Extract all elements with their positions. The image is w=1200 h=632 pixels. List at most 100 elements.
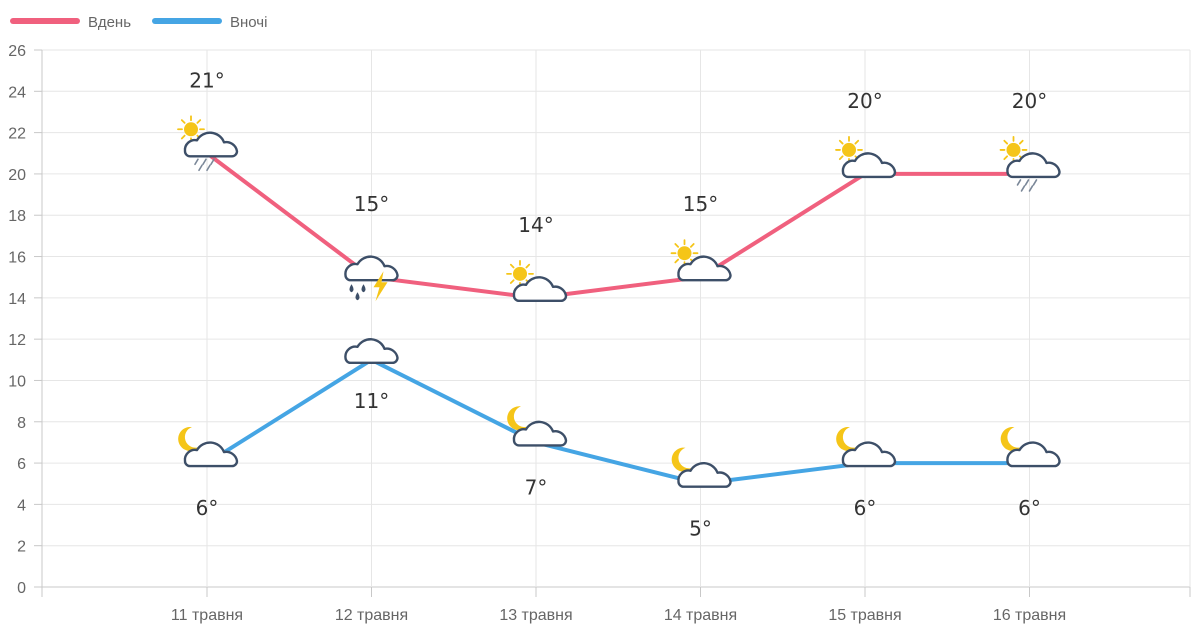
rain-streak — [1032, 179, 1038, 186]
sun-ray — [1003, 155, 1009, 161]
lightning-shape — [373, 271, 388, 302]
x-tick-label: 11 травня — [171, 607, 243, 624]
sun-ray — [509, 263, 515, 269]
y-tick-label: 4 — [17, 497, 26, 514]
cloud-shape — [677, 461, 732, 488]
series-line-day — [205, 151, 1032, 300]
moon-shape — [507, 406, 528, 431]
sun-core — [513, 266, 527, 281]
rain-streak — [202, 158, 207, 166]
rain-streak — [1028, 185, 1034, 192]
temperature-label-day: 21° — [189, 68, 224, 92]
rain-shape — [1016, 179, 1038, 192]
temperature-label-day: 14° — [518, 213, 553, 237]
sun-core — [1006, 142, 1021, 157]
moon-cloud-icon — [178, 426, 239, 468]
raindrops-shape — [349, 284, 366, 301]
cloud-icon — [344, 338, 399, 365]
temperature-label-night: 6° — [854, 496, 877, 520]
sun-ray — [838, 155, 844, 161]
sun-core — [842, 142, 856, 157]
temperature-label-night: 5° — [689, 517, 712, 541]
y-tick-label: 0 — [17, 580, 26, 597]
x-tick-label: 15 травня — [828, 607, 901, 624]
sun-cloud-rain-icon — [177, 115, 239, 172]
sun-ray — [674, 258, 680, 264]
sun-cloud-icon — [670, 239, 732, 282]
rain-streak — [1024, 179, 1030, 186]
cloud-shape — [512, 276, 568, 303]
y-tick-label: 14 — [8, 291, 26, 308]
y-tick-label: 24 — [8, 84, 26, 101]
sun-ray — [525, 263, 531, 269]
cloud-shape — [677, 255, 732, 282]
cloud-thunder-rain-icon — [344, 255, 399, 302]
rain-streak — [206, 164, 211, 172]
sun-ray — [1018, 139, 1024, 145]
temperature-label-day: 15° — [683, 192, 718, 216]
legend-label-night: Вночі — [230, 14, 267, 31]
temperature-label-night: 7° — [525, 475, 548, 499]
moon-shape — [671, 447, 693, 472]
sun-ray — [838, 139, 844, 145]
raindrop — [355, 292, 360, 301]
y-tick-label: 2 — [17, 539, 26, 556]
raindrop — [349, 284, 354, 293]
x-tick-label: 16 травня — [993, 607, 1066, 624]
cloud-shape — [183, 441, 239, 468]
x-tick-label: 13 травня — [499, 607, 572, 624]
temperature-labels: 21° 15° 14° 15° 20° 20° 6° 11° 7° 5° 6° 6° — [189, 68, 1047, 540]
y-tick-label: 12 — [8, 332, 26, 349]
temperature-label-day: 15° — [354, 192, 389, 216]
temperature-label-night: 6° — [196, 496, 219, 520]
sun-cloud-rain-icon — [999, 136, 1061, 192]
rain-streak — [1020, 185, 1026, 192]
legend: Вдень Вночі — [10, 14, 267, 31]
cloud-shape — [841, 441, 897, 468]
legend-item-night[interactable]: Вночі — [152, 14, 267, 31]
moon-cloud-icon — [507, 406, 568, 447]
sun-shape — [506, 259, 534, 288]
rain-shape — [194, 158, 215, 172]
rain-streak — [194, 158, 199, 166]
legend-label-day: Вдень — [88, 14, 131, 31]
legend-swatch-night — [152, 18, 222, 24]
cloud-shape — [841, 152, 897, 179]
sun-ray — [674, 243, 680, 248]
sun-cloud-icon — [835, 136, 897, 179]
cloud-shape — [512, 420, 568, 447]
rain-streak — [1016, 179, 1022, 186]
x-tick-label: 12 травня — [335, 607, 408, 624]
cloud-shape — [344, 338, 399, 365]
sun-cloud-icon — [506, 259, 568, 303]
sun-ray — [180, 134, 186, 140]
y-tick-label: 26 — [8, 43, 26, 60]
y-tick-label: 10 — [8, 373, 26, 390]
y-tick-label: 20 — [8, 167, 26, 184]
sun-ray — [1003, 139, 1009, 145]
sun-ray — [509, 279, 515, 284]
y-tick-label: 18 — [8, 208, 26, 225]
temperature-label-night: 11° — [354, 389, 389, 413]
cloud-shape — [344, 255, 399, 282]
legend-swatch-day — [10, 18, 80, 24]
temperature-label-day: 20° — [847, 89, 882, 113]
y-tick-label: 8 — [17, 415, 26, 432]
y-tick-label: 6 — [17, 456, 26, 473]
rain-streak — [198, 164, 203, 172]
cloud-shape — [1006, 152, 1061, 179]
moon-cloud-icon — [671, 447, 732, 488]
moon-shape — [836, 426, 857, 451]
sun-core — [677, 246, 692, 261]
cloud-shape — [183, 131, 239, 158]
x-tick-label: 14 травня — [664, 607, 737, 624]
cloud-shape — [1006, 441, 1061, 468]
temperature-label-day: 20° — [1012, 89, 1047, 113]
sun-ray — [689, 243, 695, 248]
legend-item-day[interactable]: Вдень — [10, 14, 131, 31]
series-lines — [204, 150, 1033, 487]
sun-ray — [196, 119, 202, 124]
moon-cloud-icon — [836, 426, 897, 468]
